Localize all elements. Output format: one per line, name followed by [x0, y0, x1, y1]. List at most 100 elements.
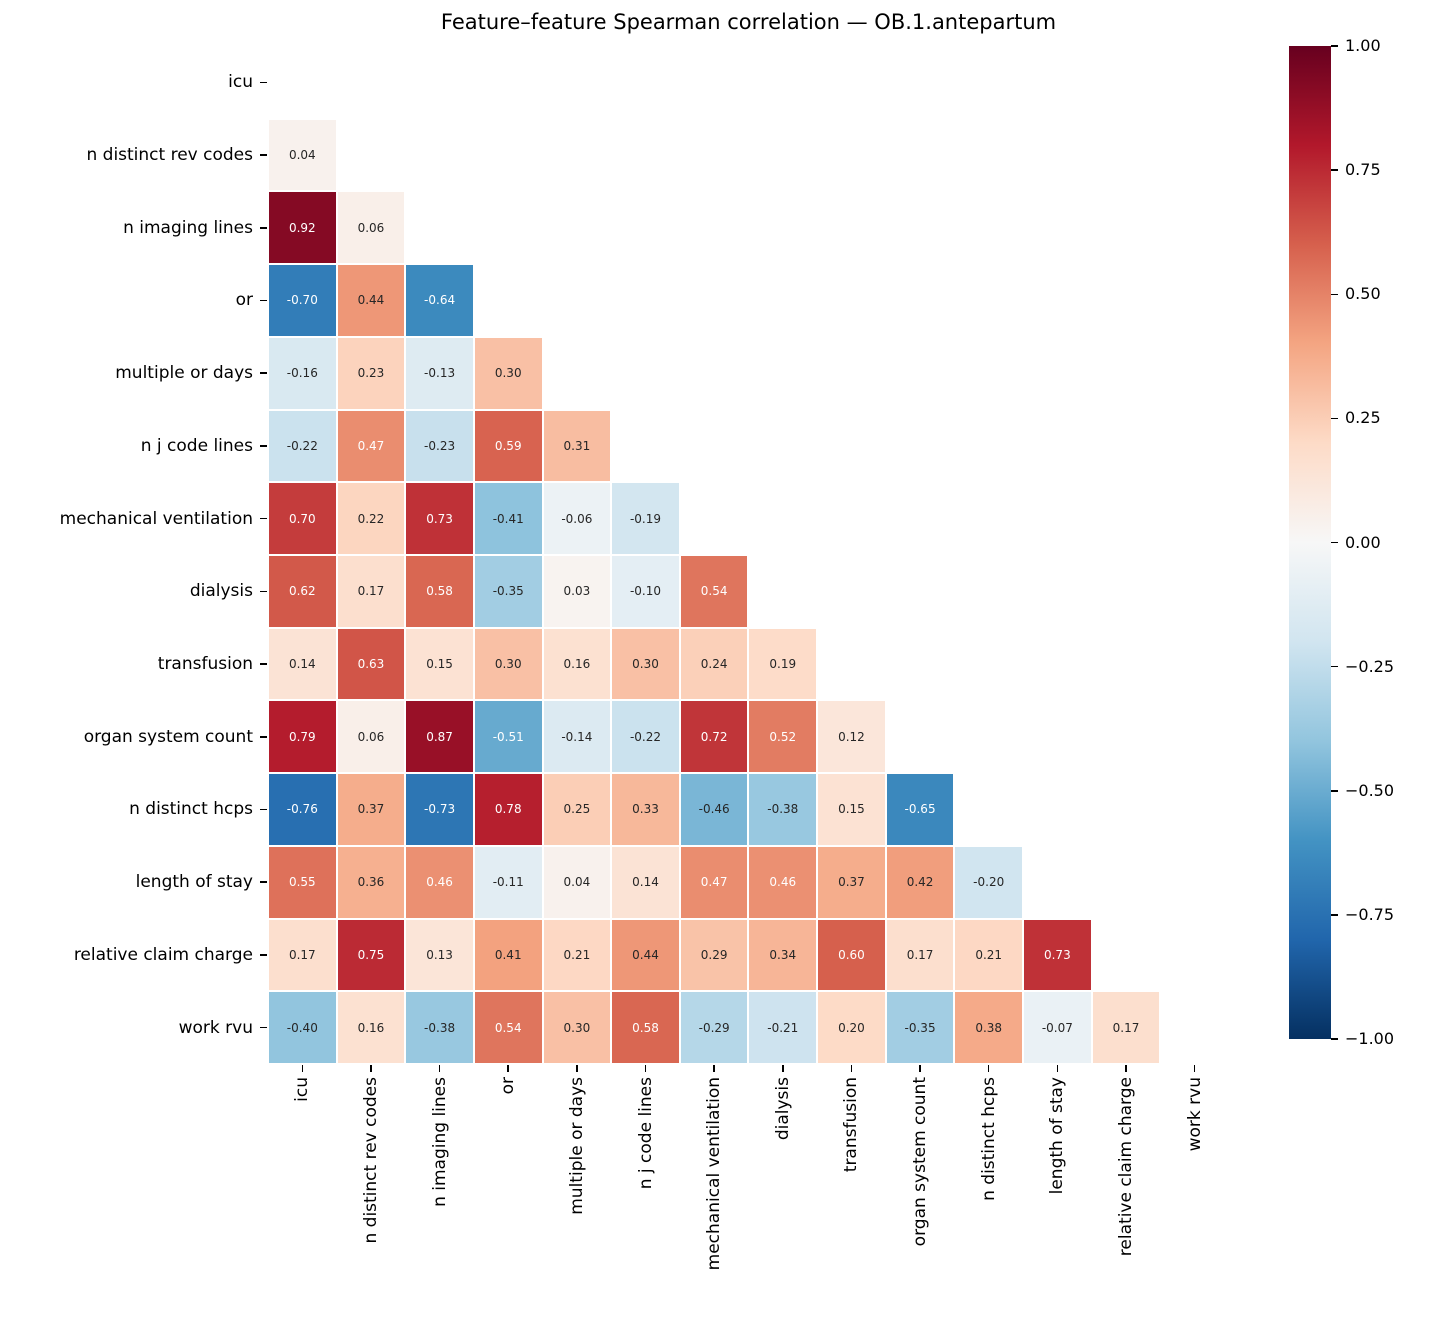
colorbar-tick-mark	[1331, 293, 1338, 295]
cell-value: -0.10	[629, 584, 662, 599]
heatmap-cell: -0.29	[680, 992, 748, 1063]
row-label: icu	[228, 72, 253, 93]
cell-value: 0.19	[769, 657, 797, 672]
x-tick-mark	[1056, 1064, 1059, 1072]
colorbar-tick-label: −0.75	[1345, 904, 1395, 924]
cell-value: 0.44	[357, 293, 385, 308]
heatmap-cell: -0.23	[406, 410, 473, 482]
heatmap-cell: 0.54	[474, 992, 542, 1063]
cell-value: -0.22	[629, 729, 662, 744]
cell-value: -0.51	[492, 729, 524, 744]
heatmap-cell: -0.16	[269, 337, 336, 409]
heatmap-cell: 0.17	[886, 919, 954, 991]
cell-value: 0.14	[632, 875, 659, 890]
cell-value: 0.59	[494, 438, 522, 453]
heatmap-cell: 0.44	[337, 265, 405, 336]
heatmap-cell: 0.92	[269, 192, 336, 264]
col-label: mechanical ventilation	[704, 1076, 725, 1271]
cell-value: 0.30	[494, 366, 522, 381]
col-label: work rvu	[1184, 1076, 1205, 1152]
cell-value: 0.06	[357, 729, 385, 744]
cell-value: -0.38	[767, 802, 799, 817]
row-label: n distinct hcps	[129, 799, 253, 820]
colorbar-tick-mark	[1331, 1038, 1338, 1040]
heatmap-cell: 0.70	[269, 483, 336, 554]
chart-title: Feature–feature Spearman correlation — O…	[440, 10, 1057, 34]
cell-value: 0.16	[357, 1020, 385, 1035]
heatmap-cell: 0.17	[337, 555, 405, 627]
row-label: multiple or days	[115, 363, 253, 384]
heatmap-cell: 0.34	[749, 919, 817, 991]
y-tick-mark	[260, 954, 267, 956]
row-label: mechanical ventilation	[59, 508, 253, 529]
row-label: n distinct rev codes	[86, 145, 253, 166]
heatmap-cell: 0.33	[612, 774, 679, 845]
cell-value: 0.24	[700, 657, 728, 672]
cell-value: 0.15	[838, 802, 865, 817]
colorbar-tick-mark	[1331, 790, 1338, 792]
col-label: organ system count	[910, 1076, 931, 1247]
row-label: n j code lines	[140, 435, 253, 456]
heatmap-cell: 0.54	[680, 555, 748, 627]
heatmap-cell: -0.19	[612, 483, 679, 554]
cell-value: 0.46	[769, 875, 797, 890]
cell-value: 0.30	[563, 1020, 591, 1035]
cell-value: -0.16	[286, 366, 318, 381]
cell-value: 0.17	[906, 947, 934, 962]
heatmap-cell: 0.58	[612, 992, 679, 1063]
x-tick-mark	[987, 1064, 990, 1072]
cell-value: 0.55	[288, 875, 316, 890]
cell-value: 0.44	[632, 947, 659, 962]
heatmap-cell: -0.06	[543, 483, 611, 554]
heatmap-cell: -0.13	[406, 337, 473, 409]
cell-value: -0.64	[424, 293, 456, 308]
colorbar-tick-label: 1.00	[1345, 36, 1381, 55]
row-label: transfusion	[157, 654, 253, 675]
heatmap-cell: -0.73	[406, 774, 473, 845]
heatmap-cell: 0.75	[337, 919, 405, 991]
y-tick-mark	[260, 1026, 267, 1029]
y-tick-mark	[260, 372, 267, 374]
x-tick-mark	[644, 1064, 647, 1072]
x-tick-mark	[782, 1064, 784, 1072]
cell-value: -0.76	[286, 802, 318, 817]
heatmap-cell: 0.30	[474, 628, 542, 700]
heatmap-cell: 0.19	[749, 628, 817, 700]
colorbar-tick-mark	[1331, 541, 1338, 544]
cell-value: -0.38	[424, 1020, 456, 1035]
heatmap-cell: 0.22	[337, 483, 405, 554]
cell-value: 0.23	[357, 366, 385, 381]
cell-value: -0.35	[904, 1020, 936, 1035]
cell-value: 0.78	[494, 802, 522, 817]
heatmap-cell: 0.47	[680, 846, 748, 918]
cell-value: 0.15	[426, 657, 453, 672]
heatmap-cell: 0.20	[818, 992, 885, 1063]
cell-value: 0.75	[357, 947, 385, 962]
heatmap-cell: -0.64	[406, 265, 473, 336]
x-tick-mark	[370, 1064, 372, 1072]
row-label: or	[235, 290, 253, 311]
heatmap-cell: -0.40	[269, 992, 336, 1063]
cell-value: 0.29	[700, 947, 728, 962]
heatmap-cell: -0.46	[680, 774, 748, 845]
cell-value: 0.21	[563, 947, 591, 962]
cell-value: 0.73	[1043, 947, 1071, 962]
heatmap-cell: 0.13	[406, 919, 473, 991]
heatmap-cell: 0.14	[269, 628, 336, 700]
heatmap-cell: -0.35	[474, 555, 542, 627]
heatmap-cell: 0.30	[543, 992, 611, 1063]
cell-value: 0.62	[288, 584, 316, 599]
heatmap-cell: 0.37	[818, 846, 885, 918]
cell-value: 0.63	[357, 657, 385, 672]
y-tick-mark	[260, 154, 267, 156]
cell-value: 0.04	[288, 148, 316, 163]
heatmap-cell: 0.15	[406, 628, 473, 700]
cell-value: 0.79	[288, 729, 316, 744]
heatmap-cell: 0.47	[337, 410, 405, 482]
cell-value: -0.29	[698, 1020, 730, 1035]
cell-value: 0.42	[906, 875, 934, 890]
col-label: transfusion	[841, 1076, 862, 1173]
cell-value: -0.41	[492, 511, 524, 526]
x-tick-mark	[301, 1064, 304, 1072]
